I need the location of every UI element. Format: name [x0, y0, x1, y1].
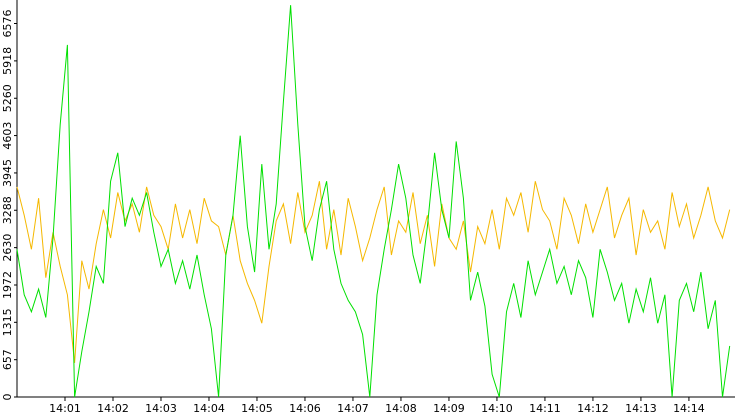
series-line: [16, 5, 731, 398]
x-tick-label: 14:03: [145, 402, 177, 415]
x-tick-label: 14:02: [97, 402, 129, 415]
y-tick-label: 3288: [1, 196, 14, 224]
x-tick-label: 14:05: [241, 402, 273, 415]
y-tick-label: 5260: [1, 84, 14, 112]
x-tick-label: 14:14: [673, 402, 705, 415]
x-tick-label: 14:06: [289, 402, 321, 415]
y-tick-label: 4603: [1, 122, 14, 150]
y-tick-label: 6576: [1, 10, 14, 38]
y-tick-label: 1315: [1, 308, 14, 336]
x-tick-label: 14:10: [481, 402, 513, 415]
x-tick-label: 14:04: [193, 402, 225, 415]
x-tick-label: 14:12: [577, 402, 609, 415]
x-tick-label: 14:11: [529, 402, 561, 415]
y-tick-label: 1972: [1, 271, 14, 299]
y-tick-label: 0: [1, 394, 14, 401]
y-tick-label: 2630: [1, 234, 14, 262]
x-tick-label: 14:13: [625, 402, 657, 415]
series-line: [16, 181, 731, 363]
x-tick-label: 14:09: [433, 402, 465, 415]
y-tick-label: 3945: [1, 159, 14, 187]
x-tick-label: 14:07: [337, 402, 369, 415]
x-tick-label: 14:01: [49, 402, 81, 415]
y-tick-label: 657: [1, 349, 14, 370]
y-tick-label: 5918: [1, 47, 14, 75]
x-tick-label: 14:08: [385, 402, 417, 415]
